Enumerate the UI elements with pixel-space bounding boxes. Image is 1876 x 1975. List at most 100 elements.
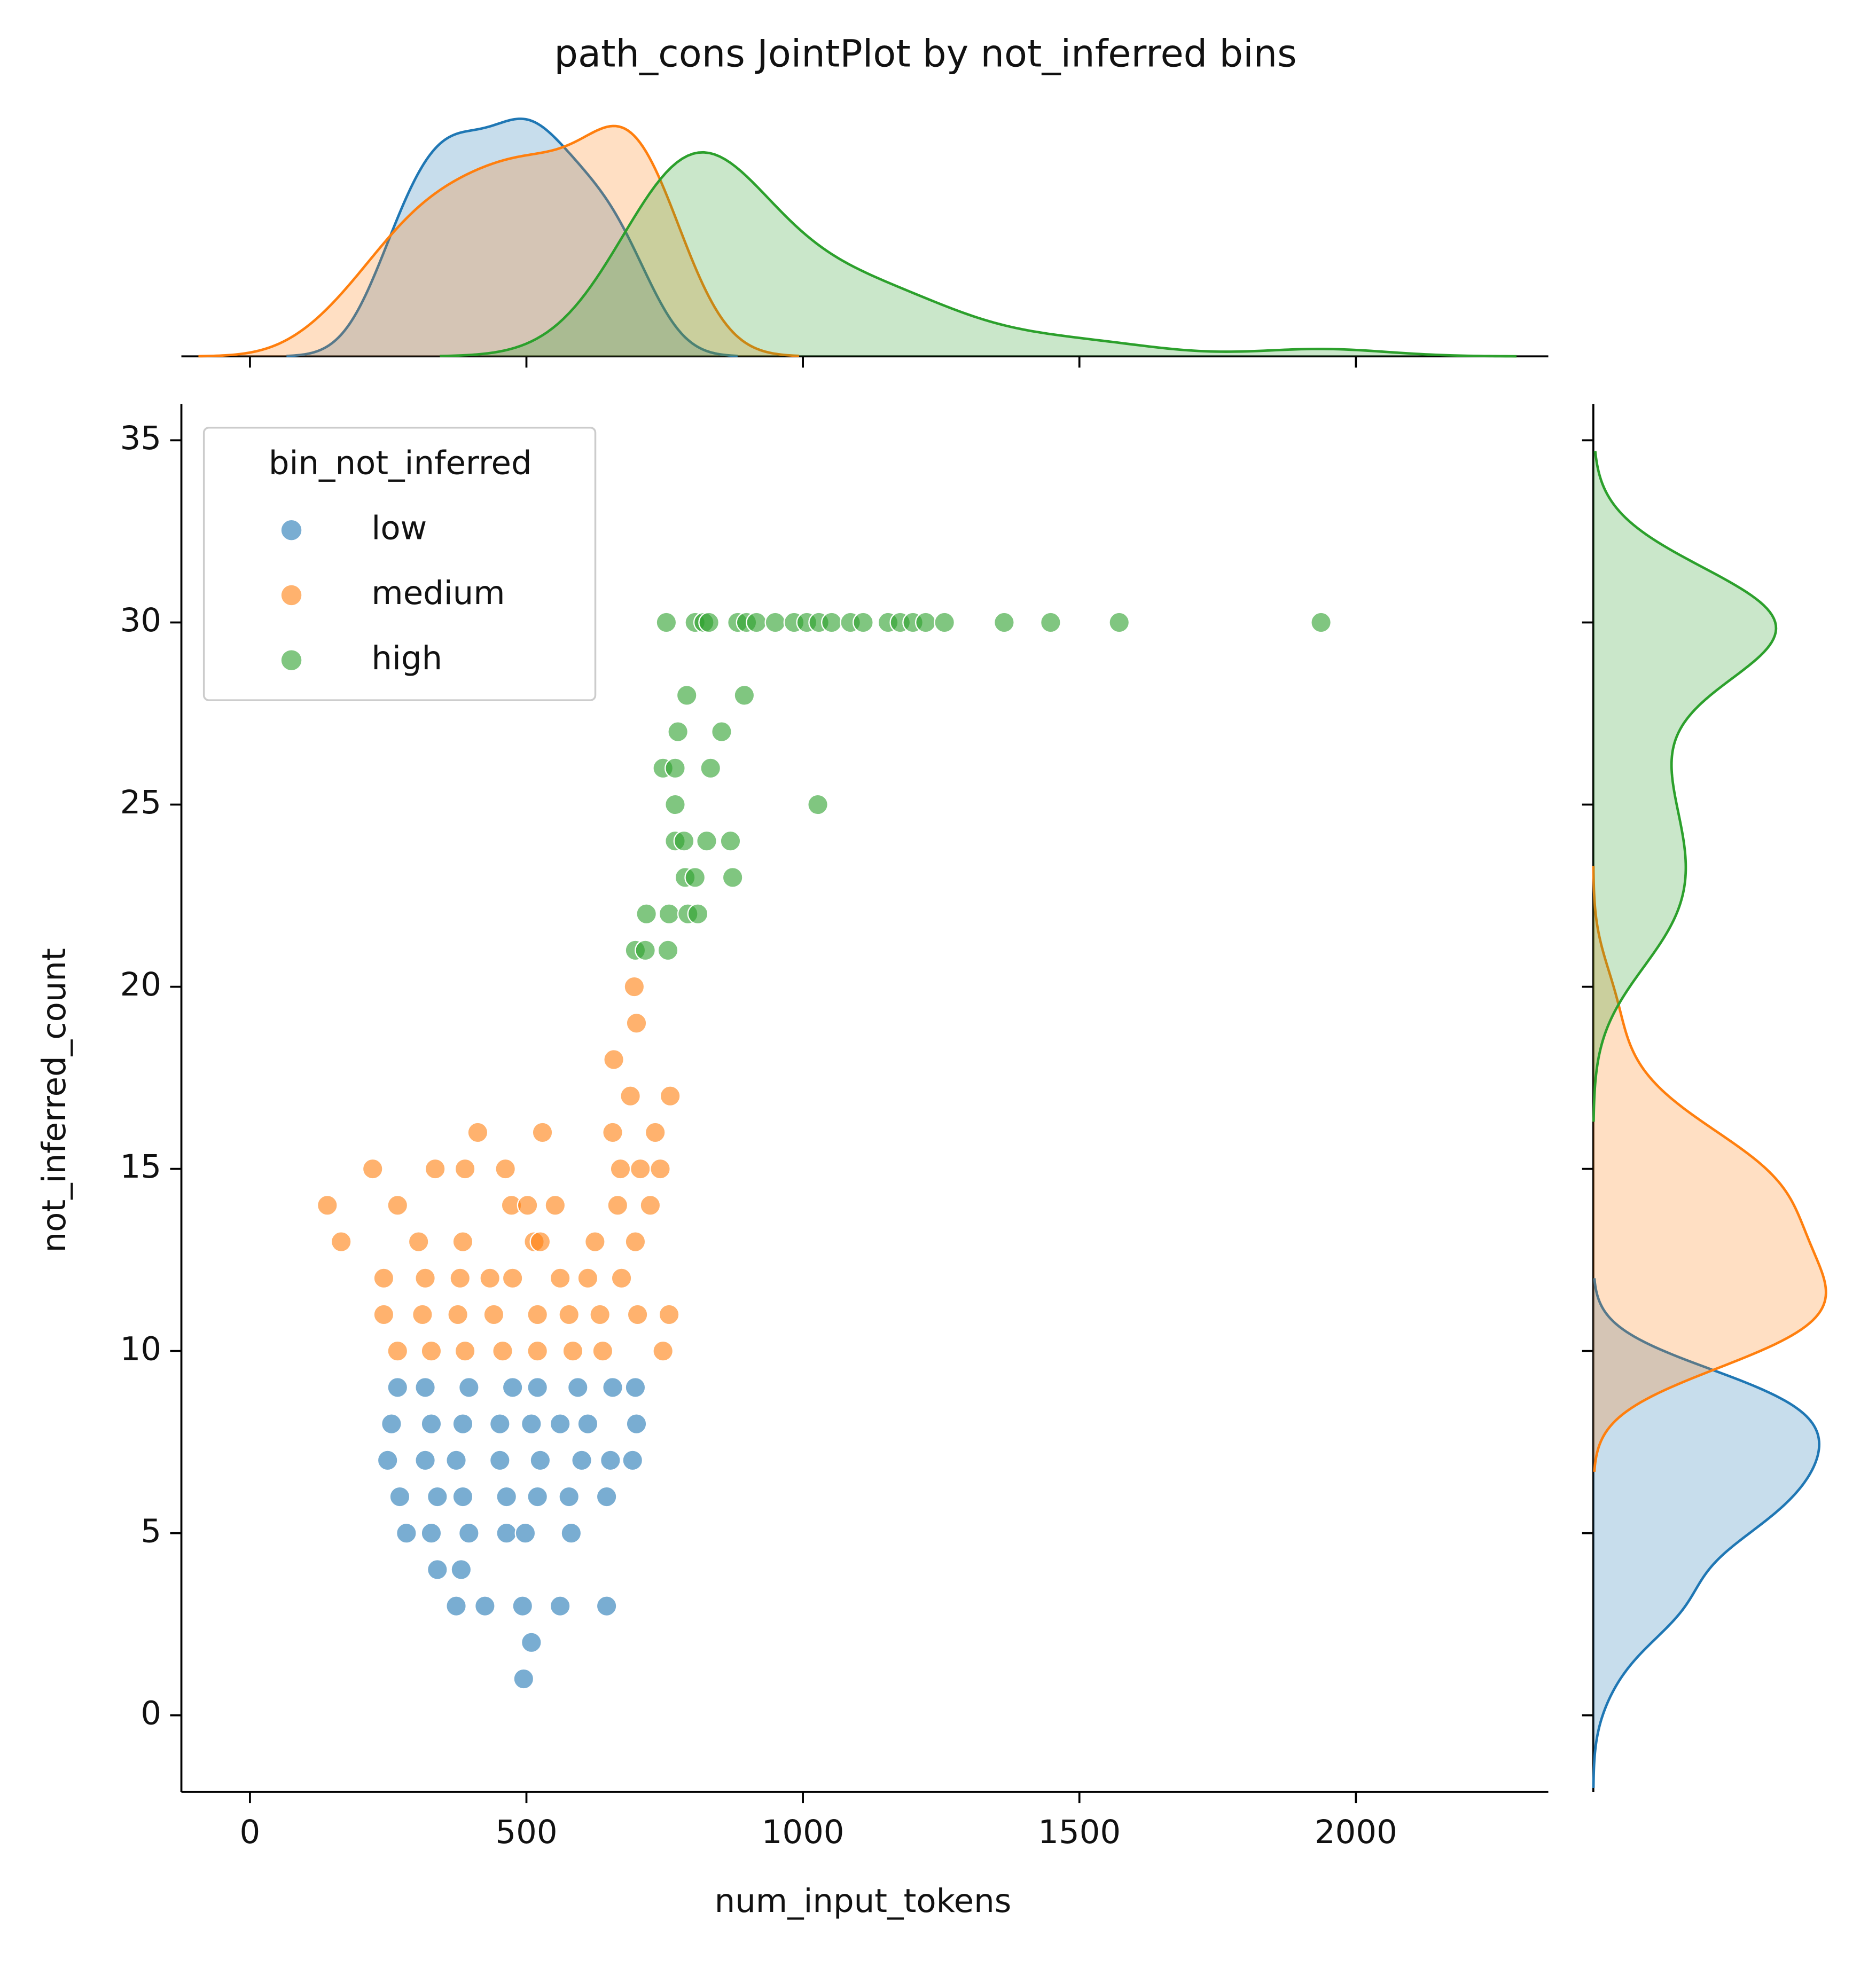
scatter-point [577, 1267, 599, 1289]
scatter-point [622, 1449, 644, 1471]
scatter-point [474, 1595, 496, 1617]
scatter-point [627, 1304, 648, 1326]
scatter-point [611, 1267, 632, 1289]
scatter-point [445, 1595, 467, 1617]
scatter-point [452, 1231, 474, 1252]
legend-box [202, 426, 597, 701]
top-kde-area [286, 119, 738, 357]
scatter-point [635, 939, 656, 961]
scatter-point [607, 1194, 629, 1216]
scatter-point [531, 1122, 553, 1143]
legend-label: medium [371, 574, 505, 612]
scatter-point [915, 612, 936, 633]
scatter-point [426, 1486, 448, 1508]
scatter-point [589, 1304, 611, 1326]
legend-marker [281, 520, 302, 540]
scatter-point [549, 1267, 571, 1289]
scatter-point [408, 1231, 429, 1252]
scatter-point [362, 1158, 384, 1180]
scatter-point [496, 1486, 518, 1508]
x-tick-label: 2000 [1315, 1813, 1397, 1851]
scatter-point [687, 903, 709, 925]
legend-marker [281, 585, 302, 606]
scatter-point [489, 1413, 511, 1435]
scatter-point [667, 721, 689, 743]
scatter-point [420, 1522, 442, 1544]
scatter-point [330, 1231, 352, 1252]
scatter-point [577, 1413, 599, 1435]
scatter-point [387, 1376, 409, 1398]
right-kde-line [1592, 866, 1827, 1472]
scatter-point [445, 1449, 467, 1471]
scatter-point [596, 1486, 617, 1508]
scatter-point [450, 1559, 472, 1580]
scatter-point [514, 1522, 536, 1544]
scatter-point [609, 1158, 631, 1180]
right-kde-area [1593, 1278, 1819, 1788]
x-tick-label: 1000 [762, 1813, 845, 1851]
scatter-point [626, 1413, 647, 1435]
scatter-point [389, 1486, 411, 1508]
scatter-point [684, 867, 706, 888]
scatter-point [517, 1194, 538, 1216]
scatter-point [711, 721, 732, 743]
scatter-point [520, 1413, 542, 1435]
scatter-point [596, 1595, 617, 1617]
scatter-point [527, 1376, 549, 1398]
y-tick-label: 25 [120, 783, 161, 821]
scatter-point [489, 1449, 511, 1471]
scatter-point [415, 1267, 436, 1289]
scatter-point [1039, 612, 1061, 633]
scatter-point [495, 1158, 517, 1180]
top-kde-line [440, 151, 1517, 358]
scatter-point [467, 1122, 489, 1143]
scatter-point [502, 1376, 523, 1398]
scatter-point [659, 1085, 681, 1107]
scatter-point [658, 1304, 680, 1326]
scatter-point [567, 1376, 589, 1398]
scatter-point [415, 1376, 436, 1398]
scatter-point [449, 1267, 471, 1289]
scatter-point [452, 1413, 474, 1435]
right-kde-line [1592, 1278, 1821, 1789]
scatter-point [807, 794, 828, 816]
scatter-point [558, 1486, 580, 1508]
scatter-point [639, 1194, 661, 1216]
scatter-point [415, 1449, 436, 1471]
scatter-point [722, 867, 744, 888]
scatter-point [733, 684, 755, 706]
scatter-point [698, 612, 720, 633]
scatter-point [658, 903, 680, 925]
scatter-point [529, 1231, 551, 1252]
x-tick-label: 0 [240, 1813, 261, 1851]
scatter-point [657, 939, 679, 961]
scatter-point [603, 1049, 624, 1070]
y-tick-label: 10 [120, 1330, 161, 1368]
scatter-point [411, 1304, 433, 1326]
scatter-point [700, 757, 722, 779]
scatter-point [934, 612, 956, 633]
scatter-point [624, 1376, 646, 1398]
x-axis-label: num_input_tokens [715, 1882, 1012, 1920]
legend-marker [281, 650, 302, 670]
scatter-point [746, 612, 768, 633]
scatter-point [673, 830, 695, 852]
scatter-point [512, 1595, 534, 1617]
scatter-point [527, 1486, 549, 1508]
x-tick-label: 500 [495, 1813, 557, 1851]
scatter-point [420, 1340, 442, 1362]
scatter-point [316, 1194, 338, 1216]
scatter-point [483, 1304, 505, 1326]
scatter-point [626, 1012, 647, 1034]
scatter-point [558, 1304, 580, 1326]
scatter-point [373, 1267, 395, 1289]
scatter-point [529, 1449, 551, 1471]
scatter-point [1310, 612, 1332, 633]
scatter-point [520, 1632, 542, 1653]
scatter-point [549, 1595, 571, 1617]
top-kde-area [198, 126, 800, 357]
scatter-point [387, 1194, 409, 1216]
scatter-point [636, 903, 658, 925]
scatter-point [821, 612, 842, 633]
scatter-point [549, 1413, 571, 1435]
